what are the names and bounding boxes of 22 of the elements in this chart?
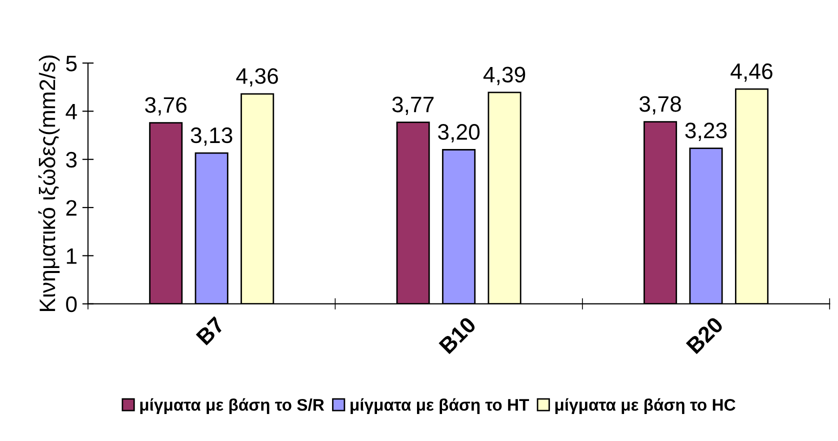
y-tick-label: 0 [66,296,77,312]
data-label: 4,46 [730,63,772,82]
data-label: 3,13 [190,127,232,146]
data-label: 4,36 [236,68,278,87]
legend-label: μίγματα με βάση το HC [555,398,736,414]
legend-label: μίγματα με βάση το HT [350,398,530,414]
data-label: 3,76 [145,97,187,116]
data-label: 3,20 [438,124,480,142]
legend-label: μίγματα με βάση το S/R [140,398,324,414]
data-label: 4,39 [483,66,526,86]
x-tick-label: B20 [686,316,724,354]
x-tick-label: B10 [438,316,477,354]
y-tick-label: 4 [66,104,77,120]
data-label: 3,23 [685,122,727,141]
data-label: 3,78 [640,96,681,114]
data-label: 3,77 [392,96,434,115]
y-tick-label: 3 [66,152,77,168]
y-tick-label: 5 [66,56,77,72]
y-tick-label: 1 [66,248,76,264]
x-tick-label: B7 [196,316,226,346]
y-tick-label: 2 [66,200,76,216]
y-axis-title: Κινηματικό ιξώδες(mm2/s) [38,56,60,311]
